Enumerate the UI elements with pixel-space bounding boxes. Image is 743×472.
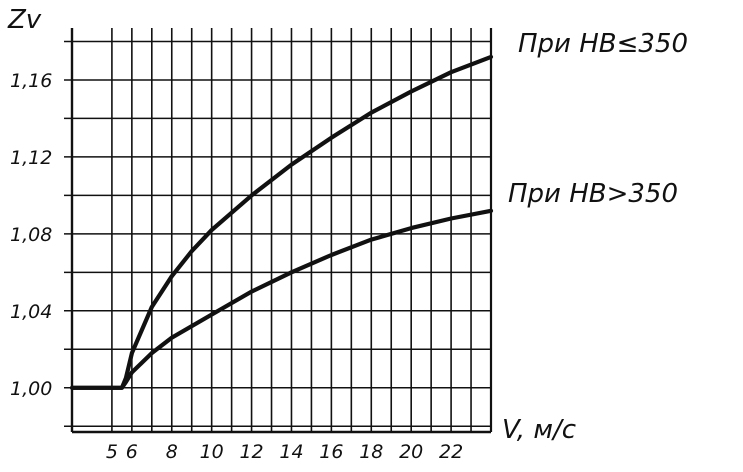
y-tick-label: 1,08 bbox=[10, 224, 52, 246]
x-tick-label: 20 bbox=[399, 441, 423, 463]
x-tick-label: 22 bbox=[439, 441, 463, 463]
x-axis-title: V, м/с bbox=[502, 415, 576, 445]
y-tick-label: 1,12 bbox=[10, 147, 52, 169]
x-tick-label: 18 bbox=[359, 441, 383, 463]
x-tick-label: 5 bbox=[106, 441, 118, 463]
grid bbox=[64, 28, 493, 434]
curves bbox=[69, 54, 494, 390]
x-tick-label: 6 bbox=[126, 441, 138, 463]
y-tick-label: 1,16 bbox=[10, 70, 52, 92]
series-label-hb-le-350: При HB≤350 bbox=[518, 29, 688, 59]
tick-labels: 5 6 8 10 12 14 16 18 20 22 1,00 1,04 1,08 1,12 1,16 bbox=[10, 70, 463, 463]
y-tick-label: 1,00 bbox=[10, 378, 52, 400]
x-tick-label: 10 bbox=[200, 441, 224, 463]
series-line-1 bbox=[69, 54, 494, 390]
series-line-2 bbox=[69, 208, 494, 390]
x-tick-label: 8 bbox=[166, 441, 178, 463]
x-tick-label: 14 bbox=[279, 441, 303, 463]
y-axis-title: Zv bbox=[7, 5, 42, 35]
x-tick-label: 16 bbox=[319, 441, 343, 463]
y-tick-label: 1,04 bbox=[10, 301, 52, 323]
x-tick-label: 12 bbox=[239, 441, 263, 463]
series-label-hb-gt-350: При HB>350 bbox=[508, 179, 678, 209]
